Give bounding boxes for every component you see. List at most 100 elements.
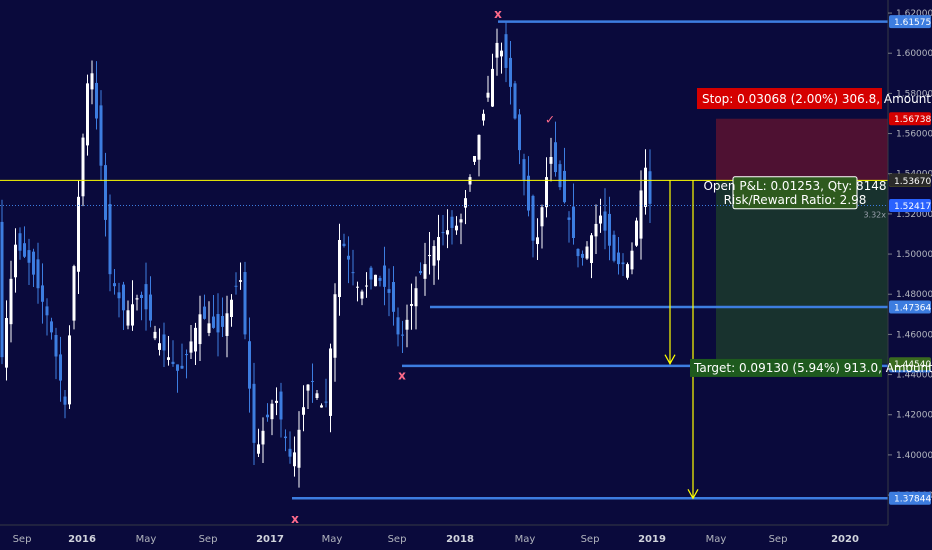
level-badge-bg <box>889 15 931 29</box>
check-marker: ✓ <box>545 113 555 127</box>
x-tick-label: 2017 <box>256 534 284 545</box>
candle-body <box>270 403 274 420</box>
candle-body <box>590 235 593 264</box>
candle-body <box>630 250 634 270</box>
candle-body <box>86 83 89 146</box>
candle-body <box>293 452 296 467</box>
candle-body <box>198 314 202 345</box>
y-tick-label: 1.50000 <box>896 250 932 260</box>
current-price-badge-bg <box>889 199 931 213</box>
candle-body <box>36 259 40 289</box>
position-badge: 1.56738 <box>894 115 931 125</box>
candle-body <box>338 240 341 298</box>
candle-body <box>527 175 530 211</box>
candle-body <box>599 215 602 224</box>
candle-body <box>522 159 526 181</box>
candle-body <box>437 236 440 261</box>
candle-body <box>234 285 238 287</box>
x-tick-label: May <box>136 534 157 545</box>
candle-body <box>500 50 503 57</box>
candle-body <box>230 299 233 317</box>
candle-body <box>396 317 400 335</box>
candle-body <box>315 393 319 399</box>
candle-body <box>324 401 328 403</box>
target-box <box>690 358 882 377</box>
candle-body <box>117 292 121 299</box>
candle-body <box>491 68 494 107</box>
candle-body <box>473 155 476 162</box>
y-tick-label: 1.58000 <box>896 89 932 99</box>
position-badge: 1.44540 <box>894 360 931 370</box>
x-tick-label: Sep <box>199 534 218 545</box>
candle-body <box>648 171 652 204</box>
candle-body <box>410 304 413 306</box>
candle-body <box>482 113 485 121</box>
level-badge: 1.37844 <box>894 495 931 505</box>
candle-body <box>162 334 166 351</box>
position-badge-bg <box>889 173 931 187</box>
candle-body <box>302 407 305 415</box>
candle-body <box>504 34 508 68</box>
candle-body <box>185 354 188 356</box>
y-tick-label: 1.44000 <box>896 371 932 381</box>
candle-body <box>464 198 467 208</box>
candle-body <box>635 220 638 246</box>
candle-body <box>554 142 557 173</box>
candle-body <box>108 204 112 275</box>
candle-body <box>221 315 224 327</box>
candle-body <box>347 255 350 260</box>
y-tick-label: 1.48000 <box>896 290 932 300</box>
y-tick-label: 1.52000 <box>896 210 932 220</box>
candle-body <box>288 448 292 457</box>
candle-body <box>572 206 575 238</box>
x-tick-label: 2019 <box>638 534 666 545</box>
candle-body <box>428 255 431 257</box>
x-tick-label: May <box>515 534 536 545</box>
candle-body <box>279 391 283 420</box>
candle-body <box>171 361 175 365</box>
candle-body <box>63 396 67 405</box>
stop-label: Stop: 0.03068 (2.00%) 306.8, Amount: 75 <box>702 92 932 106</box>
candle-body <box>626 264 629 278</box>
candle-body <box>360 291 364 299</box>
candle-body <box>72 266 76 321</box>
candle-body <box>126 310 130 326</box>
y-tick-label: 1.56000 <box>896 130 932 140</box>
candle-body <box>27 250 31 263</box>
risk-reward-label: Risk/Reward Ratio: 2.98 <box>724 193 867 207</box>
candle-body <box>153 331 157 339</box>
level-badge-bg <box>889 491 931 505</box>
candle-body <box>401 334 404 336</box>
candle-body <box>383 265 386 287</box>
candle-body <box>68 335 71 405</box>
candle-body <box>113 283 116 287</box>
level-badge: 1.61575 <box>894 18 931 28</box>
candle-body <box>311 380 314 382</box>
swing-x-marker: x <box>291 512 299 526</box>
candle-body <box>5 317 8 368</box>
candle-body <box>248 341 251 389</box>
x-tick-label: Sep <box>13 534 32 545</box>
y-tick-label: 1.42000 <box>896 411 932 421</box>
candle-body <box>342 243 346 247</box>
candle-body <box>644 167 647 207</box>
candle-body <box>432 246 436 266</box>
candle-body <box>459 219 463 223</box>
level-badge-bg <box>889 300 931 314</box>
candle-body <box>392 282 395 312</box>
candle-body <box>585 246 589 259</box>
candle-body <box>41 285 44 302</box>
candle-body <box>441 232 445 234</box>
pnl-label: Open P&L: 0.01253, Qty: 8148 <box>703 179 886 193</box>
candle-body <box>612 234 616 261</box>
level-badge: 1.47364 <box>894 304 931 314</box>
candle-body <box>18 233 22 251</box>
candle-body <box>81 137 85 197</box>
candle-body <box>639 190 643 239</box>
candle-body <box>621 262 625 265</box>
candle-body <box>225 313 229 336</box>
candle-body <box>414 288 418 307</box>
candle-body <box>297 429 301 468</box>
